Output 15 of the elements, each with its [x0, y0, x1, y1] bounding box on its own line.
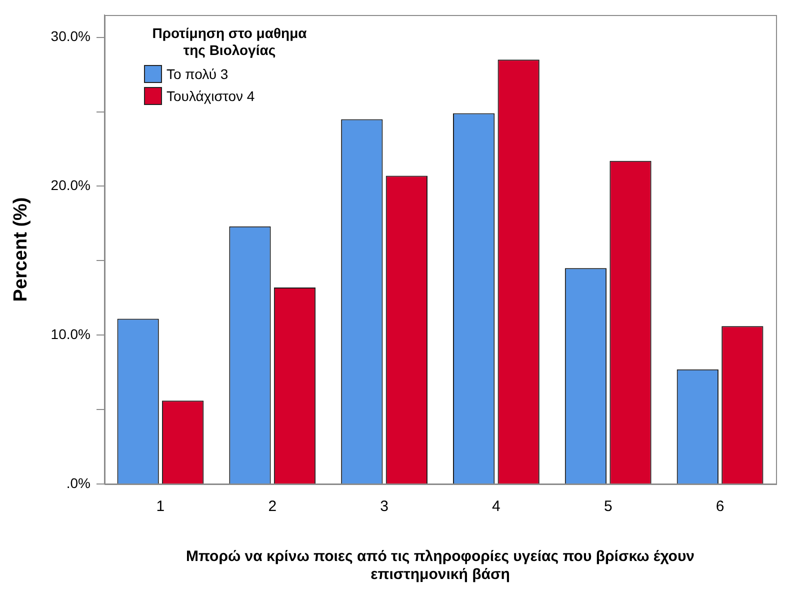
y-tick-label: 30.0% [50, 28, 90, 44]
x-tick-label: 1 [156, 498, 165, 516]
x-tick-label: 2 [268, 498, 277, 516]
x-tick-label: 4 [492, 498, 500, 516]
y-axis-title: Percent (%) [10, 197, 32, 302]
x-axis-title: Μπορώ να κρίνω ποιες από τις πληροφορίες υγείας που βρίσκω έχουν επιστημονική βάση [186, 548, 695, 584]
y-tick-label: 10.0% [50, 326, 90, 342]
legend-label: Το πολύ 3 [166, 66, 228, 82]
y-tick-label: .0% [66, 474, 90, 491]
x-tick-label: 6 [716, 498, 724, 516]
legend-title: Προτίμηση στο μαθημα της Βιολογίας [151, 25, 308, 59]
legend-label: Τουλάχιστον 4 [166, 88, 255, 104]
y-tick-label: 20.0% [50, 177, 90, 194]
x-tick-label: 5 [604, 498, 612, 516]
x-tick-label: 3 [380, 498, 388, 516]
